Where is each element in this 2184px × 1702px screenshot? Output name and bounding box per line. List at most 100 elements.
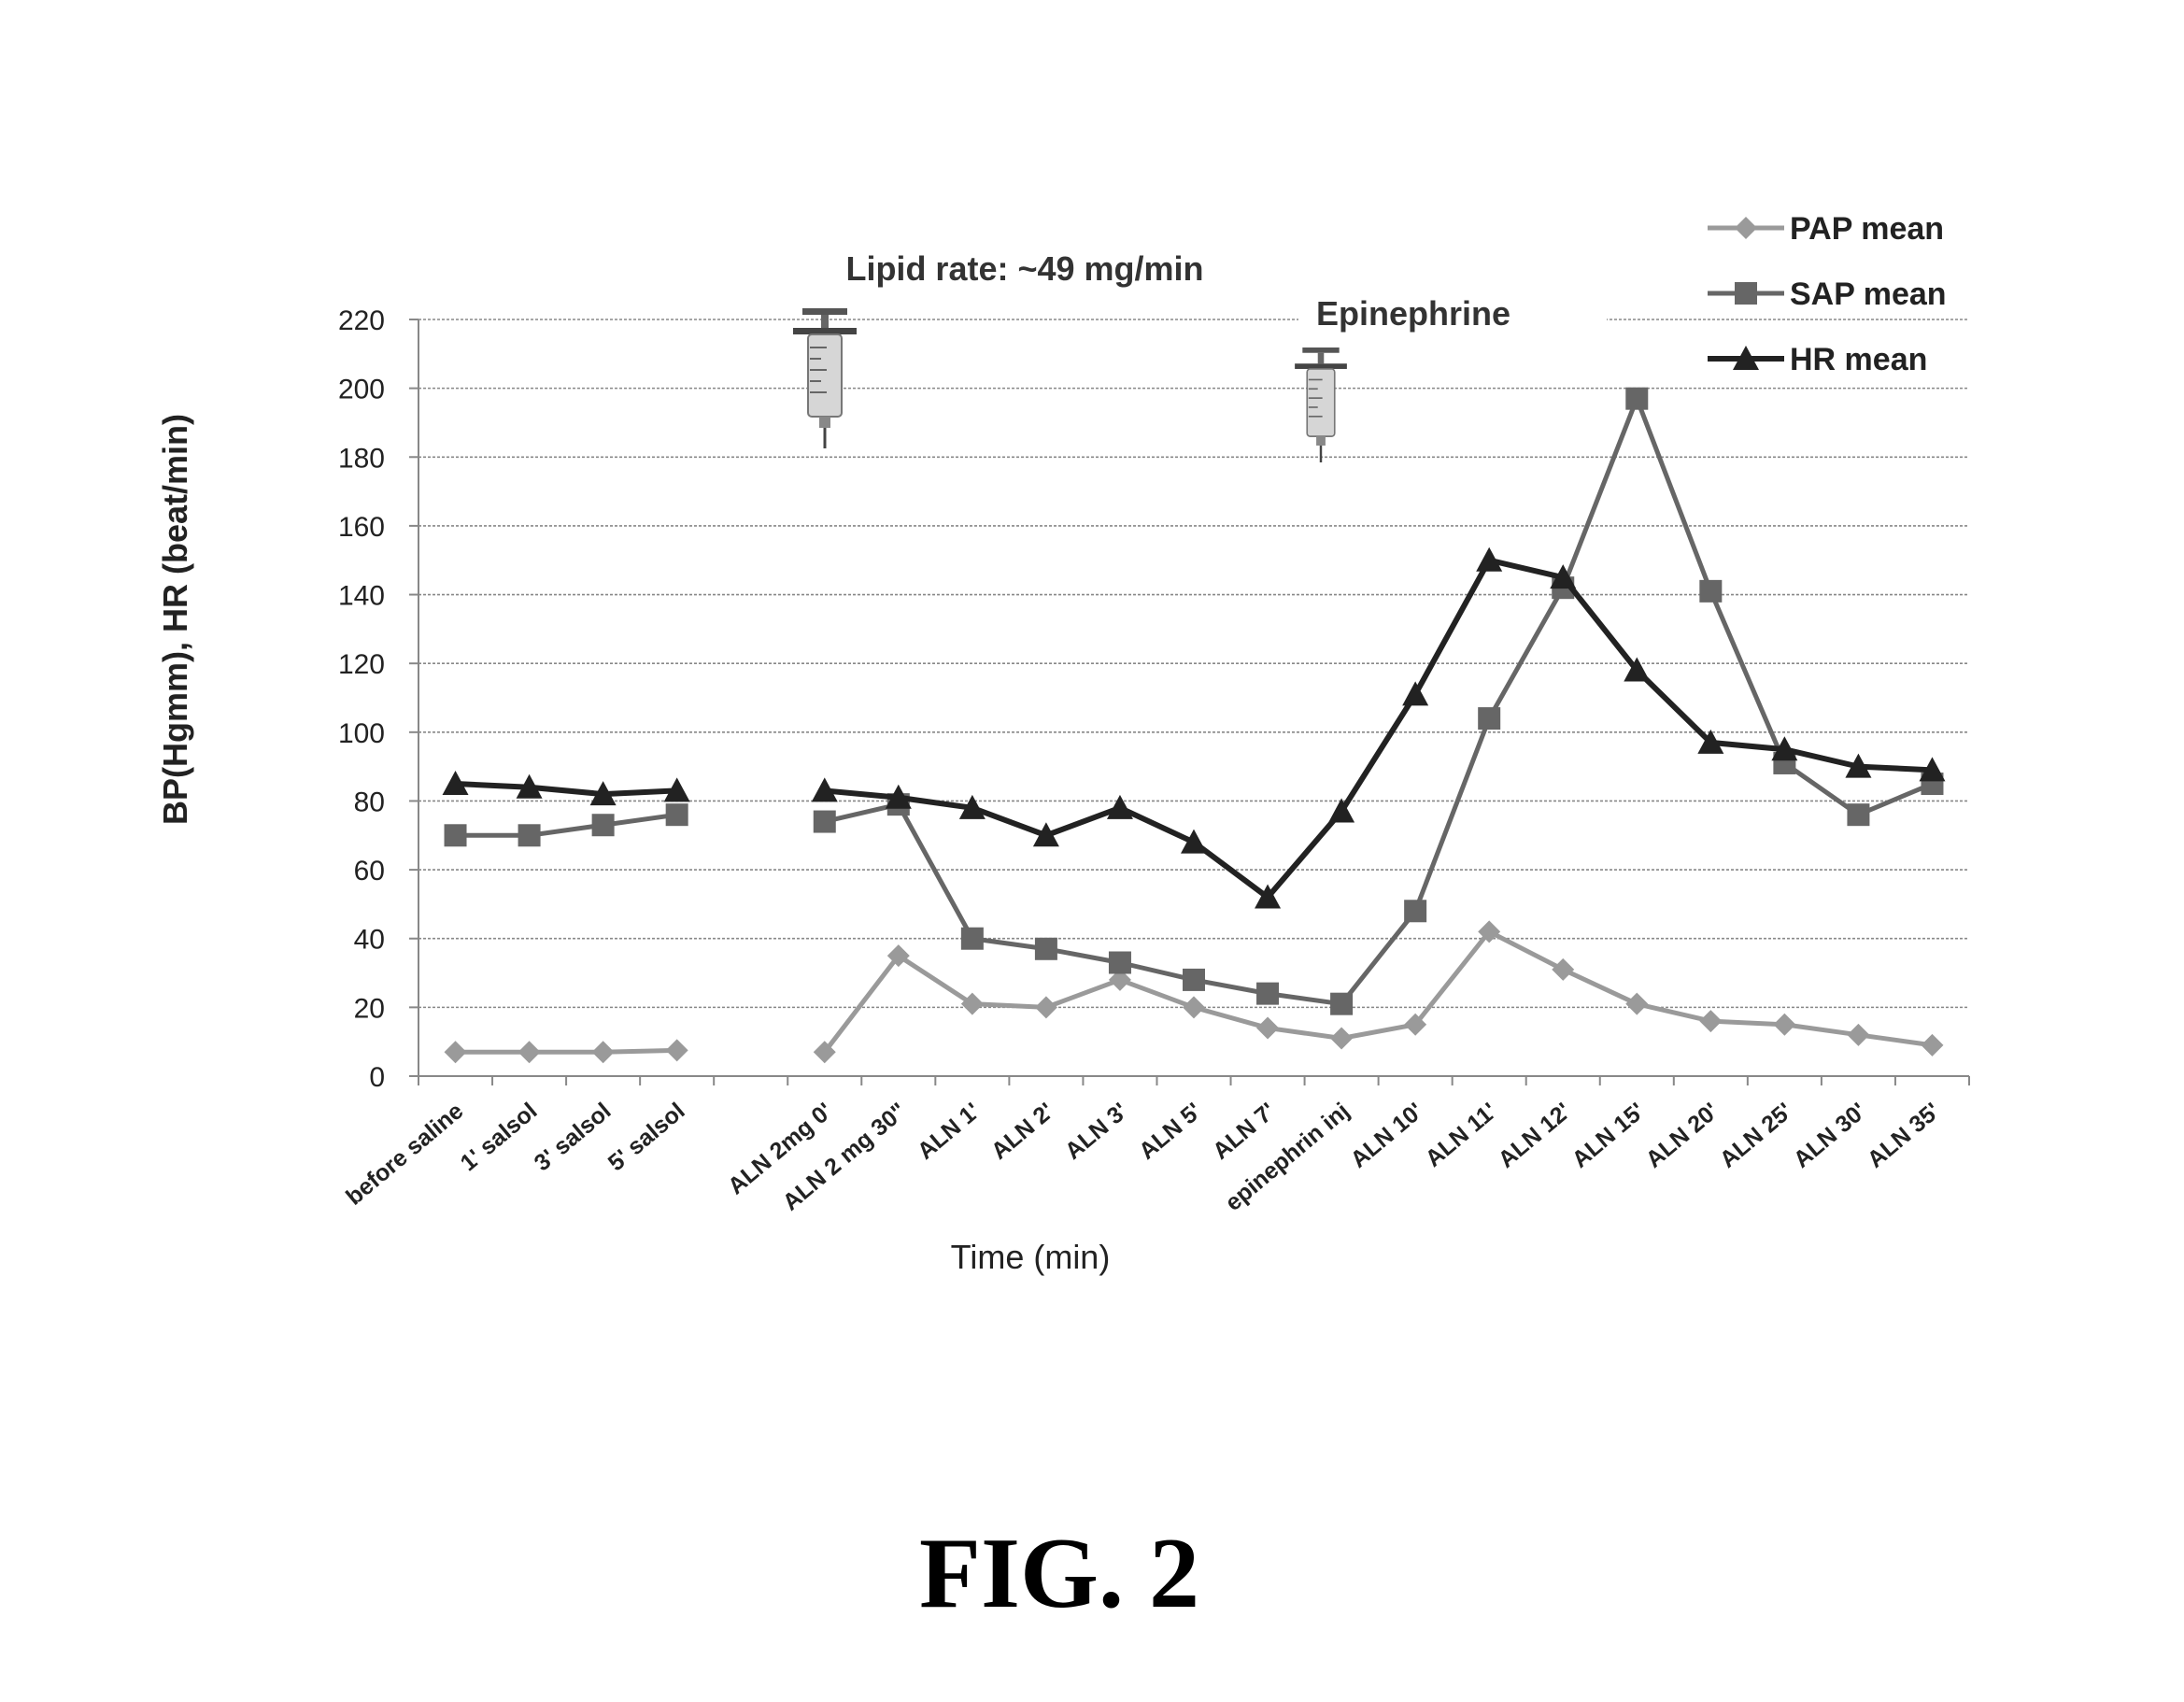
legend: PAP mean SAP mean HR mean (1708, 211, 1947, 377)
series-sap-mean (444, 387, 1944, 1015)
gridlines (418, 319, 1969, 1009)
data-point (1256, 1016, 1280, 1040)
y-tick-label: 20 (354, 993, 385, 1024)
y-tick-label: 60 (354, 856, 385, 886)
data-point (1697, 729, 1724, 754)
y-tick-label: 140 (338, 581, 385, 612)
data-point (665, 803, 688, 827)
data-point (1771, 736, 1798, 761)
data-point (1255, 884, 1282, 909)
data-point (1478, 920, 1501, 943)
axes (409, 319, 1970, 1085)
legend-item-pap: PAP mean (1708, 211, 1944, 247)
x-tick-label: ALN 20' (1641, 1098, 1724, 1173)
y-tick-label: 220 (338, 305, 385, 336)
y-axis-title: BP(Hgmm), HR (beat/min) (156, 414, 194, 825)
data-point (1476, 546, 1503, 572)
data-point (958, 794, 986, 819)
data-point (1404, 1013, 1427, 1036)
annotation-background (1298, 288, 1607, 340)
x-tick-label: epinephrin inj (1220, 1098, 1354, 1216)
series-line (455, 781, 677, 798)
series-line (824, 557, 1933, 901)
data-point (1847, 803, 1870, 827)
x-tick-label: 1' salsol (456, 1098, 543, 1176)
data-point (1256, 982, 1280, 1005)
data-point (1183, 996, 1205, 1019)
x-axis-title: Time (min) (951, 1238, 1111, 1276)
data-point (1624, 657, 1651, 682)
data-point (663, 777, 690, 802)
legend-item-sap: SAP mean (1708, 277, 1947, 312)
data-point (1699, 1010, 1723, 1033)
x-tick-label: ALN 1' (913, 1098, 986, 1165)
data-point (1625, 992, 1649, 1015)
y-tick-label: 100 (338, 718, 385, 749)
data-point (1845, 753, 1872, 778)
x-tick-label: ALN 11' (1421, 1098, 1502, 1172)
data-point (1404, 900, 1427, 923)
figure-label: FIG. 2 (919, 1518, 1199, 1629)
annotation-lipid-rate: Lipid rate: ~49 mg/min (845, 249, 1203, 288)
data-point (1550, 564, 1577, 589)
data-point (589, 781, 617, 806)
y-tick-label: 80 (354, 787, 385, 817)
x-tick-label: ALN 15' (1567, 1098, 1651, 1173)
data-series (442, 387, 1946, 1064)
data-point (885, 784, 912, 809)
data-point (1847, 1023, 1870, 1046)
data-point (1921, 1033, 1944, 1057)
y-tick-label: 120 (338, 649, 385, 680)
data-point (1181, 829, 1207, 854)
data-point (1183, 968, 1205, 991)
series-line (824, 396, 1934, 1007)
data-point (442, 771, 469, 796)
series-hr-mean (442, 546, 1946, 909)
data-point (1625, 387, 1649, 410)
data-point (444, 1041, 467, 1064)
annotation-epinephrine: Epinephrine (1316, 294, 1510, 333)
x-tick-label: ALN 3' (1060, 1098, 1133, 1165)
x-tick-label: ALN 2' (986, 1098, 1059, 1165)
data-point (1552, 957, 1575, 981)
data-point (1919, 757, 1946, 782)
data-point (1106, 794, 1133, 819)
data-point (665, 1039, 688, 1062)
y-tick-label: 160 (338, 512, 385, 543)
legend-label-pap: PAP mean (1790, 211, 1944, 247)
y-tick-label: 200 (338, 375, 385, 405)
data-point (1108, 951, 1131, 974)
x-tick-label: ALN 10' (1345, 1098, 1428, 1173)
syringe-icon (1295, 347, 1347, 462)
x-tick-label: 5' salsol (603, 1098, 690, 1176)
series-line (455, 1047, 677, 1055)
data-point (444, 824, 467, 847)
data-point (591, 1041, 615, 1064)
y-tick-label: 0 (369, 1062, 385, 1093)
data-point (813, 810, 836, 833)
data-point (1402, 681, 1429, 706)
x-tick-label: ALN 5' (1134, 1098, 1207, 1165)
data-point (1699, 579, 1723, 603)
syringe-icon (793, 308, 857, 448)
x-tick-label: 3' salsol (530, 1098, 617, 1176)
x-tick-label: ALN 25' (1715, 1098, 1798, 1173)
data-point (1034, 937, 1057, 960)
data-point (1108, 968, 1131, 991)
data-point (1330, 992, 1354, 1015)
data-point (591, 814, 615, 837)
x-tick-label: ALN 12' (1494, 1098, 1577, 1173)
data-point (811, 777, 838, 802)
y-tick-label: 40 (354, 925, 385, 956)
legend-label-hr: HR mean (1790, 342, 1927, 377)
data-point (886, 944, 910, 968)
data-point (960, 927, 984, 950)
data-point (960, 992, 984, 1015)
y-tick-labels: 0 20 40 60 80 100 120 140 160 180 200 220 (338, 305, 385, 1093)
series-pap-mean (444, 920, 1944, 1064)
series-line (455, 812, 678, 838)
x-tick-label: ALN 35' (1863, 1098, 1946, 1173)
data-point (518, 1041, 541, 1064)
